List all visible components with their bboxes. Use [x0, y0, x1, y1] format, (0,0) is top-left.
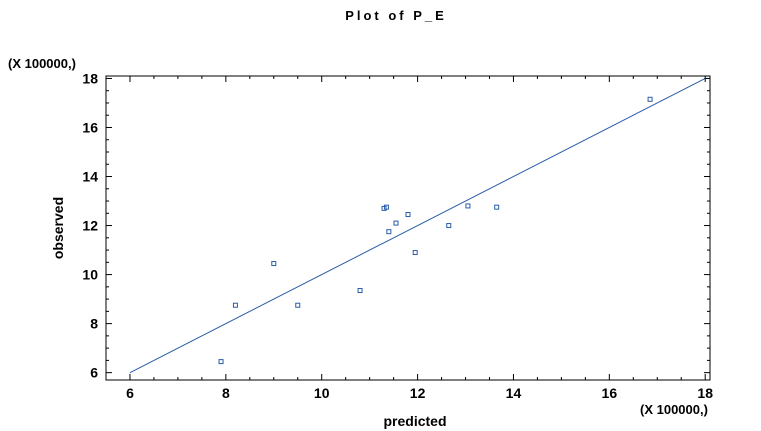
data-point: [446, 223, 452, 229]
x-axis-label: predicted: [383, 413, 446, 429]
data-point: [295, 302, 301, 308]
plot-frame: [105, 75, 711, 381]
y-tick-label: 16: [82, 119, 98, 135]
data-point: [271, 261, 277, 267]
data-point: [357, 288, 363, 294]
data-point: [218, 359, 224, 365]
y-axis-label: observed: [50, 197, 66, 259]
reference-line: [129, 78, 706, 374]
tick-labels: 6 8 10 12 14 16 18 6 8 10 12 14 16 18: [82, 70, 713, 401]
x-tick-label: 18: [697, 385, 713, 401]
data-point: [494, 204, 500, 210]
data-point: [647, 96, 653, 102]
x-tick-label: 8: [222, 385, 230, 401]
y-multiplier-label: (X 100000,): [8, 56, 76, 71]
x-tick-label: 14: [506, 385, 522, 401]
x-tick-label: 12: [410, 385, 426, 401]
y-tick-label: 6: [90, 365, 98, 381]
data-point: [405, 212, 411, 218]
data-point: [412, 250, 418, 256]
y-tick-label: 12: [82, 218, 98, 234]
x-tick-label: 10: [314, 385, 330, 401]
data-point: [383, 204, 389, 210]
y-tick-label: 14: [82, 169, 98, 185]
y-tick-label: 18: [82, 70, 98, 86]
data-point: [465, 203, 471, 209]
data-point: [386, 229, 392, 235]
data-points: [218, 96, 653, 365]
chart-title: Plot of P_E: [345, 8, 447, 23]
data-point: [393, 220, 399, 226]
data-point: [232, 302, 238, 308]
x-tick-label: 16: [602, 385, 618, 401]
y-tick-label: 8: [90, 316, 98, 332]
x-multiplier-label: (X 100000,): [640, 402, 708, 417]
axis-ticks: [106, 76, 710, 380]
y-tick-label: 10: [82, 267, 98, 283]
x-tick-label: 6: [126, 385, 134, 401]
